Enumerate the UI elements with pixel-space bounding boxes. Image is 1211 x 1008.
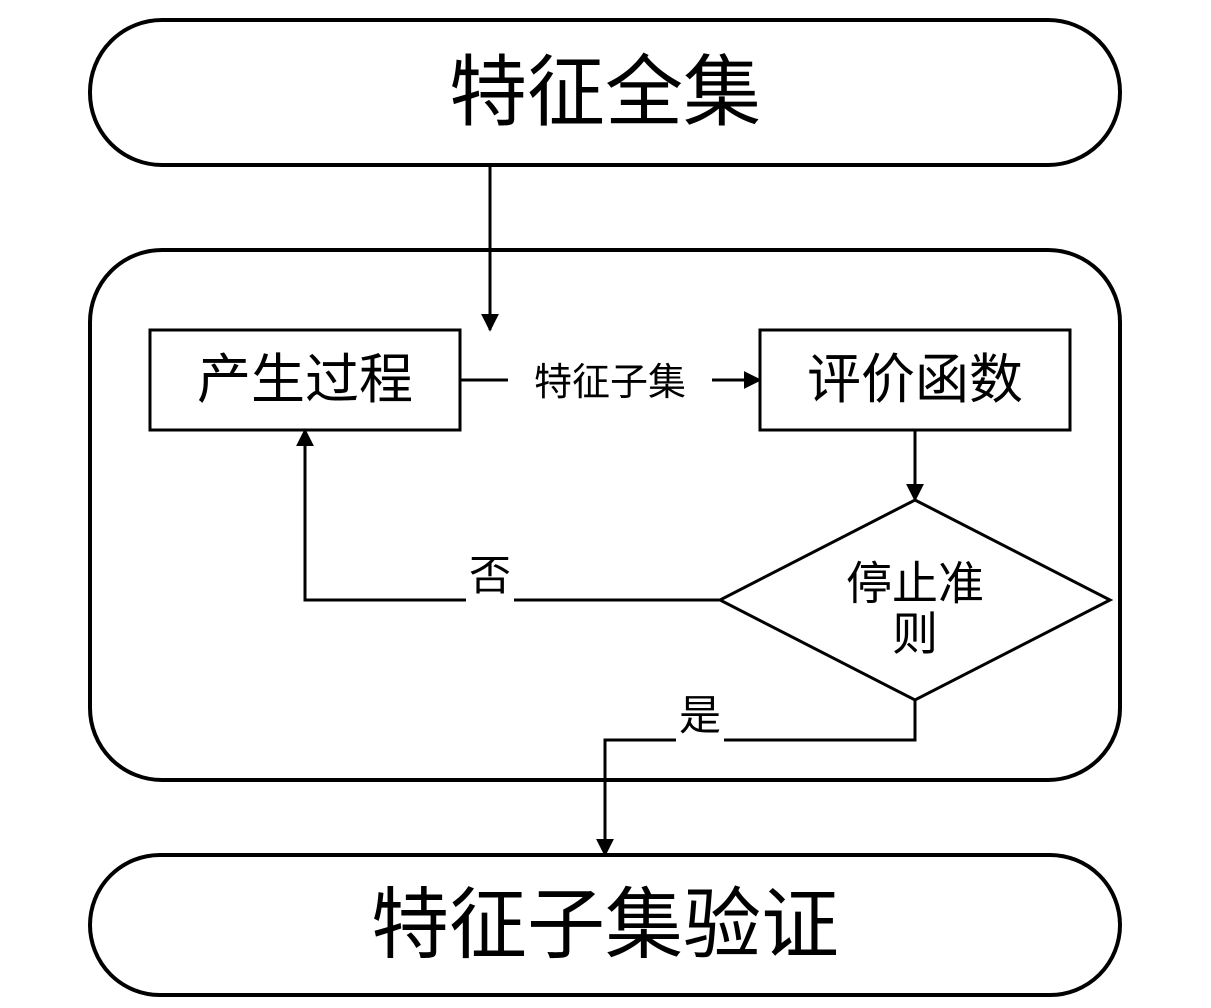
node-label-generate: 产生过程	[197, 350, 413, 410]
edge-label-generate_to_evaluate: 特征子集	[534, 362, 686, 404]
node-label-bottom: 特征子集验证	[371, 882, 839, 969]
node-label-evaluate: 评价函数	[807, 350, 1023, 410]
edge-label-stop_no_to_generate: 否	[469, 554, 511, 600]
flowchart-diagram: 特征全集特征子集验证 产生过程 评价函数停止准则 特征子集否是	[0, 0, 1211, 1008]
edge-label-stop_yes_down: 是	[679, 694, 721, 740]
node-label-top: 特征全集	[449, 49, 761, 136]
node-label-stop-line2: 则	[892, 609, 938, 660]
node-label-stop-line1: 停止准	[846, 558, 984, 609]
